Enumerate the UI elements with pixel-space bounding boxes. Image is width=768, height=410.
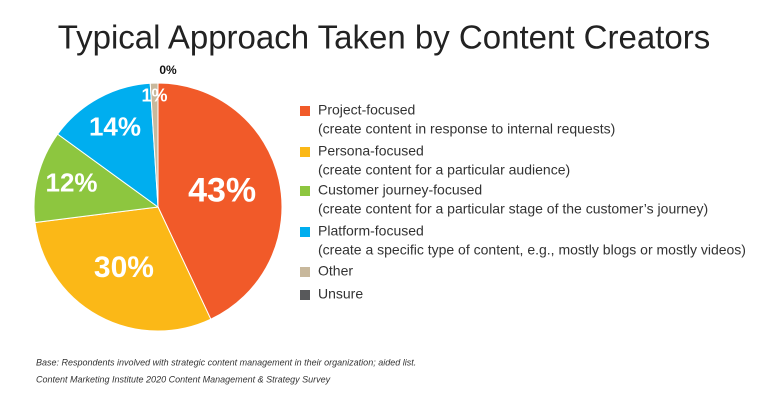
legend-description: (create content for a particular audienc… — [318, 162, 570, 178]
legend-description: (create content in response to internal … — [318, 121, 615, 137]
legend-swatch — [300, 267, 310, 277]
legend-name: Unsure — [318, 286, 363, 302]
data-label: 1% — [142, 85, 168, 105]
legend-description: (create content for a particular stage o… — [318, 201, 708, 217]
pie-slice — [56, 82, 159, 209]
data-label: 43% — [188, 172, 256, 210]
legend-name: Customer journey-focused — [318, 182, 482, 198]
pie-slice — [34, 206, 212, 332]
legend-swatch — [300, 186, 310, 196]
data-label: 30% — [94, 251, 154, 284]
footnote: Content Marketing Institute 2020 Content… — [36, 374, 331, 384]
legend-name: Platform-focused — [318, 223, 424, 239]
chart-title: Typical Approach Taken by Content Creato… — [58, 19, 710, 56]
pie-slice — [157, 82, 283, 320]
legend-name: Project-focused — [318, 102, 415, 118]
data-label: 0% — [159, 63, 177, 77]
data-label: 12% — [46, 168, 98, 198]
legend-name: Persona-focused — [318, 143, 424, 159]
footnote: Base: Respondents involved with strategi… — [36, 357, 416, 367]
legend-name: Other — [318, 263, 353, 279]
pie-slice — [33, 133, 160, 224]
data-label: 14% — [89, 112, 141, 142]
legend-swatch — [300, 290, 310, 300]
legend-swatch — [300, 227, 310, 237]
legend-swatch — [300, 106, 310, 116]
legend-swatch — [300, 147, 310, 157]
legend-description: (create a specific type of content, e.g.… — [318, 242, 746, 258]
